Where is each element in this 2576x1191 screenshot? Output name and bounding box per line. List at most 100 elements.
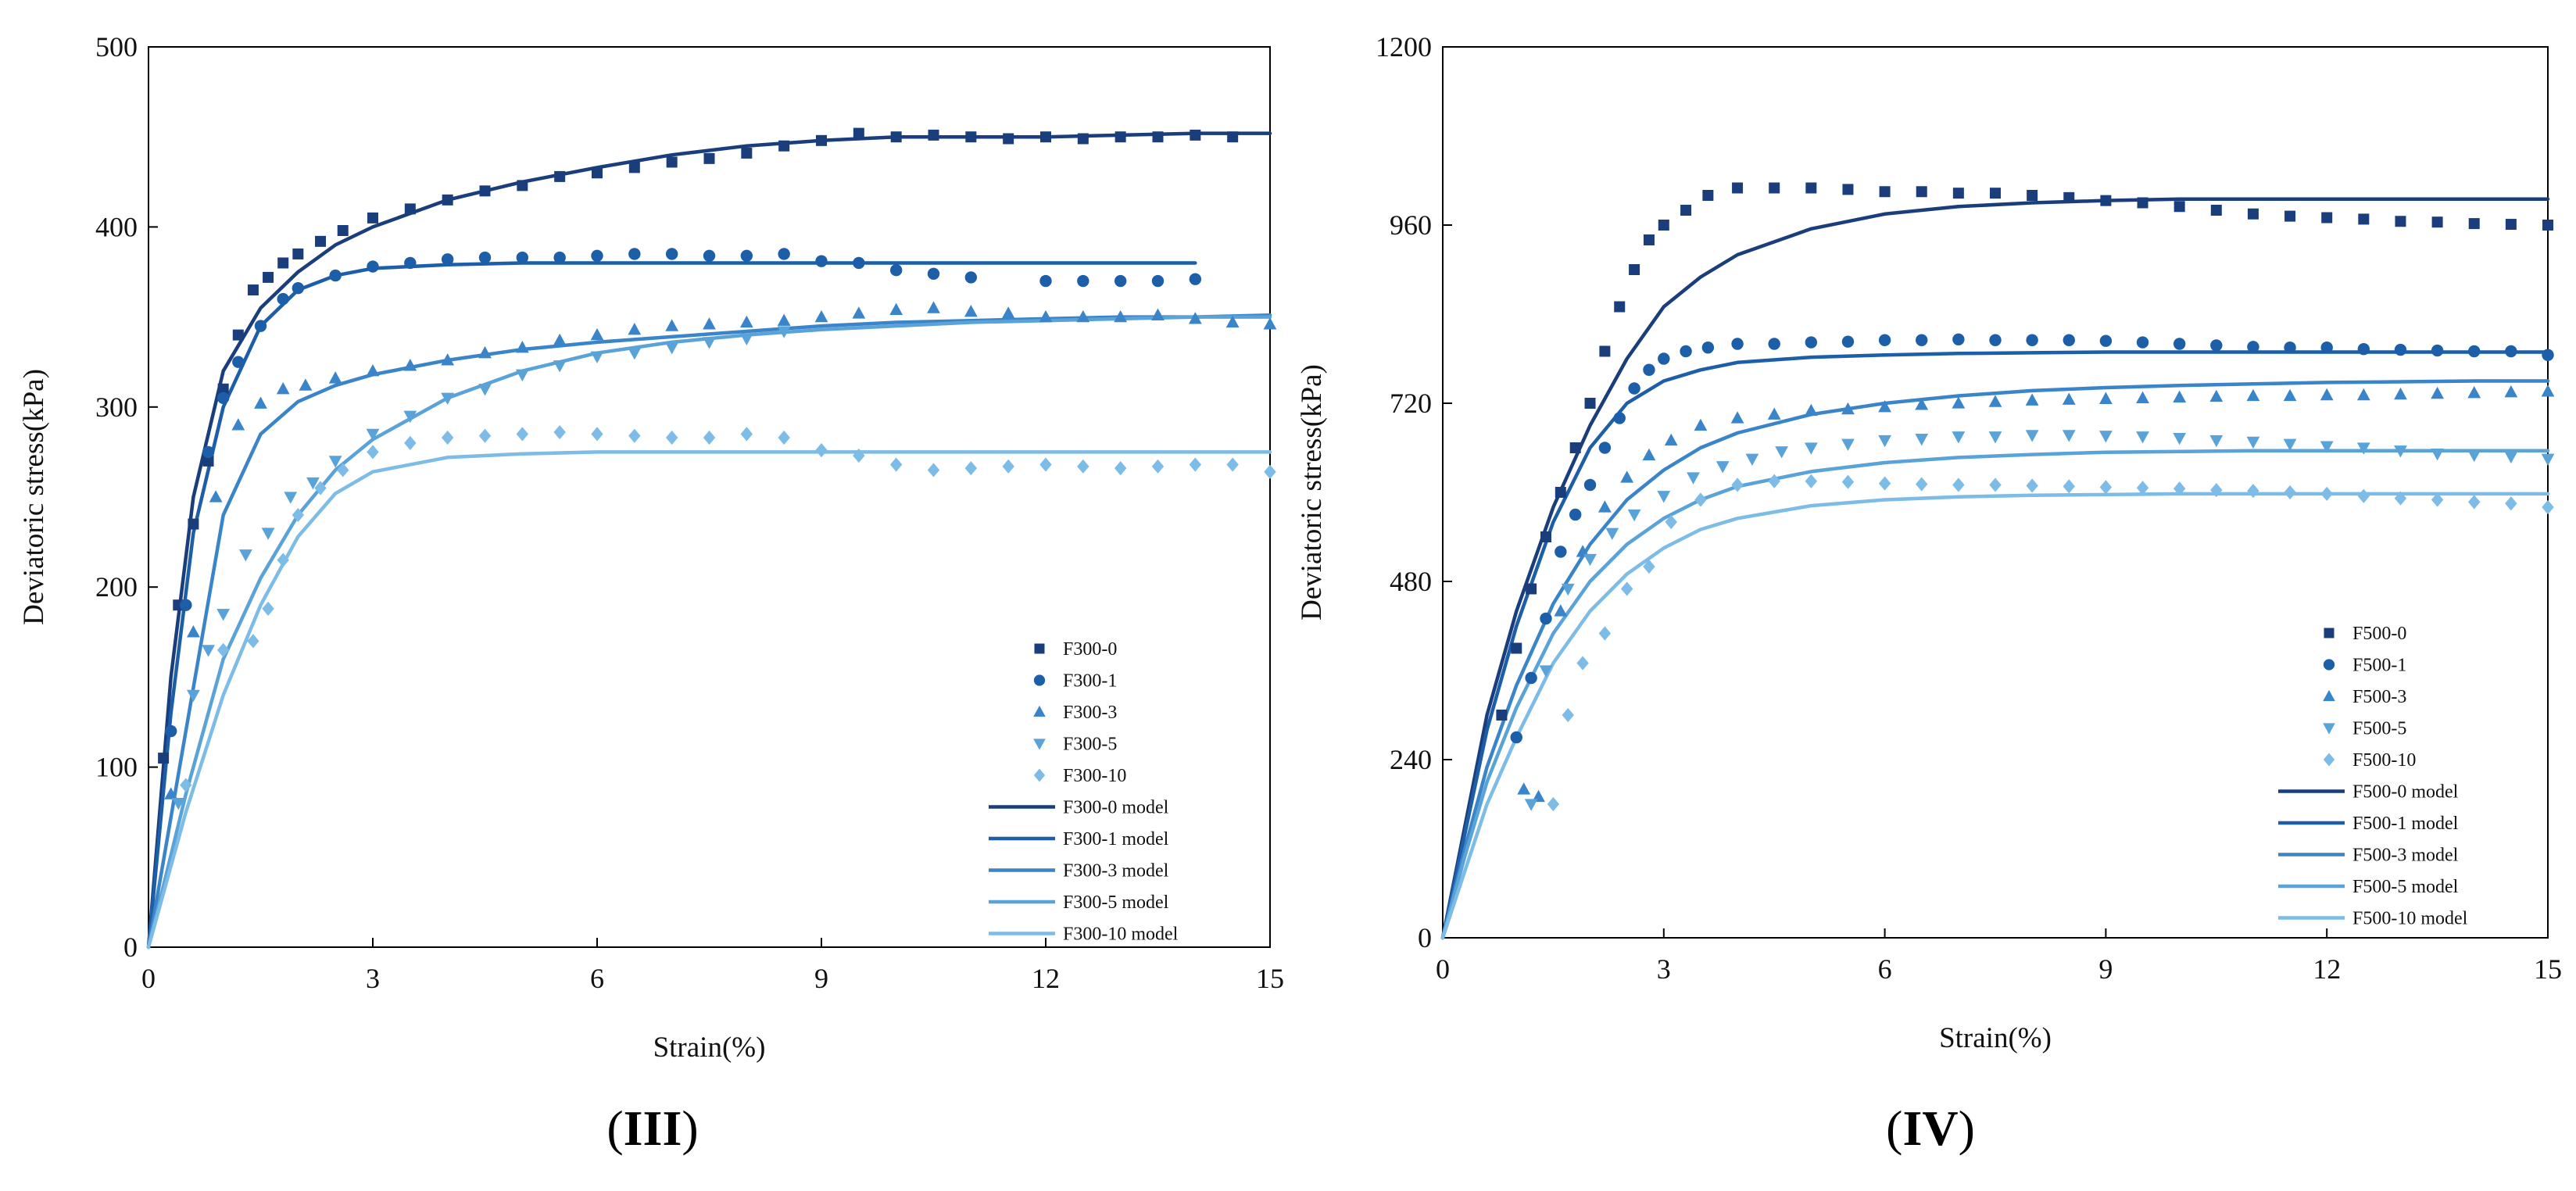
data-point bbox=[2137, 197, 2148, 209]
data-point bbox=[1680, 345, 1692, 358]
data-point bbox=[2541, 384, 2555, 397]
legend-label: F500-3 bbox=[2352, 687, 2406, 707]
data-point bbox=[2247, 484, 2259, 499]
x-axis-title: Strain(%) bbox=[653, 1032, 766, 1064]
x-tick-label: 9 bbox=[814, 963, 828, 994]
data-point bbox=[1878, 435, 1891, 448]
data-point bbox=[1665, 514, 1677, 530]
data-point bbox=[2283, 438, 2297, 451]
y-tick-label: 300 bbox=[95, 392, 138, 423]
data-point bbox=[1114, 461, 1127, 476]
legend-swatch bbox=[1033, 705, 1046, 717]
data-point bbox=[778, 248, 790, 260]
data-point bbox=[1077, 274, 1089, 288]
data-point bbox=[553, 424, 566, 440]
data-point bbox=[1878, 334, 1891, 346]
chart-panel-iii: 0 3 6 9 12 15 0 100 200 300 400 500 Strain(%) Deviato… bbox=[18, 31, 1284, 1156]
data-point bbox=[1225, 315, 1240, 328]
data-point bbox=[277, 553, 289, 567]
data-point bbox=[2283, 388, 2297, 402]
legend-label: F500-0 bbox=[2352, 624, 2406, 644]
x-axis-title: Strain(%) bbox=[1939, 1022, 2052, 1054]
data-point bbox=[1189, 273, 1202, 285]
series-f500-5 bbox=[1524, 430, 2555, 811]
data-point bbox=[478, 428, 492, 443]
data-point bbox=[2467, 449, 2481, 463]
data-point bbox=[2099, 392, 2113, 404]
data-point bbox=[1767, 407, 1781, 420]
data-point bbox=[1526, 583, 1537, 595]
data-point bbox=[277, 257, 289, 269]
data-point bbox=[2247, 341, 2259, 353]
data-point bbox=[777, 313, 791, 326]
x-tick-label: 6 bbox=[590, 963, 604, 994]
data-point bbox=[1768, 474, 1780, 488]
data-point bbox=[366, 428, 380, 442]
y-axis-title: Deviatoric stress(kPa) bbox=[18, 369, 50, 625]
data-point bbox=[816, 134, 827, 146]
data-point bbox=[366, 363, 380, 377]
legend-label: F300-10 bbox=[1063, 766, 1126, 786]
data-point bbox=[1952, 333, 1965, 345]
data-point bbox=[1842, 184, 1854, 195]
data-point bbox=[516, 427, 529, 442]
data-point bbox=[262, 601, 274, 616]
data-point bbox=[2100, 195, 2112, 206]
data-point bbox=[853, 256, 865, 270]
x-tick-label: 9 bbox=[2098, 953, 2113, 985]
legend-swatch bbox=[1033, 768, 1046, 782]
data-point bbox=[1114, 309, 1128, 323]
data-point bbox=[2209, 389, 2224, 402]
data-point bbox=[2320, 441, 2334, 453]
data-point bbox=[1804, 403, 1818, 417]
data-point bbox=[665, 319, 679, 331]
data-point bbox=[2357, 342, 2370, 356]
panel-label: (III) bbox=[606, 1100, 698, 1156]
data-point bbox=[2062, 392, 2076, 405]
data-point bbox=[1952, 396, 1966, 409]
data-point bbox=[1576, 545, 1590, 557]
data-point bbox=[1114, 131, 1126, 143]
data-point bbox=[2394, 387, 2407, 400]
data-point bbox=[1915, 433, 1929, 446]
data-point bbox=[238, 549, 252, 562]
data-point bbox=[927, 301, 940, 313]
data-point bbox=[741, 147, 753, 159]
legend-label: F300-0 model bbox=[1063, 798, 1169, 818]
data-point bbox=[188, 518, 199, 530]
data-point bbox=[2246, 388, 2260, 402]
data-point bbox=[2505, 219, 2517, 231]
data-point bbox=[964, 461, 978, 476]
data-point bbox=[164, 787, 178, 799]
x-tick-label: 0 bbox=[141, 963, 156, 994]
data-point bbox=[2468, 495, 2481, 510]
data-point bbox=[665, 430, 678, 445]
data-point bbox=[1620, 581, 1633, 596]
data-point bbox=[591, 427, 603, 442]
data-point bbox=[1775, 446, 1789, 459]
y-tick-label: 500 bbox=[95, 31, 138, 63]
legend-swatch bbox=[2324, 628, 2334, 638]
x-tick-label: 0 bbox=[1436, 953, 1450, 985]
panel-label-roman: III bbox=[624, 1100, 682, 1156]
data-point bbox=[247, 284, 259, 296]
data-point bbox=[965, 131, 977, 143]
legend-label: F300-3 model bbox=[1063, 861, 1169, 882]
data-point bbox=[1077, 133, 1089, 145]
data-point bbox=[1151, 274, 1165, 288]
data-point bbox=[852, 306, 866, 319]
data-point bbox=[1227, 131, 1239, 143]
data-point bbox=[1532, 789, 1545, 803]
series-line-f500-10-model bbox=[1440, 492, 2550, 940]
y-tick-label: 0 bbox=[1418, 922, 1432, 953]
data-point bbox=[2063, 479, 2075, 494]
data-point bbox=[367, 260, 379, 273]
data-point bbox=[329, 269, 342, 282]
data-point bbox=[306, 477, 320, 490]
legend-swatch bbox=[2323, 659, 2335, 671]
data-point bbox=[299, 378, 313, 391]
data-point bbox=[232, 356, 245, 368]
legend-label: F500-0 model bbox=[2352, 782, 2459, 803]
data-point bbox=[337, 463, 349, 477]
data-point bbox=[628, 162, 640, 173]
